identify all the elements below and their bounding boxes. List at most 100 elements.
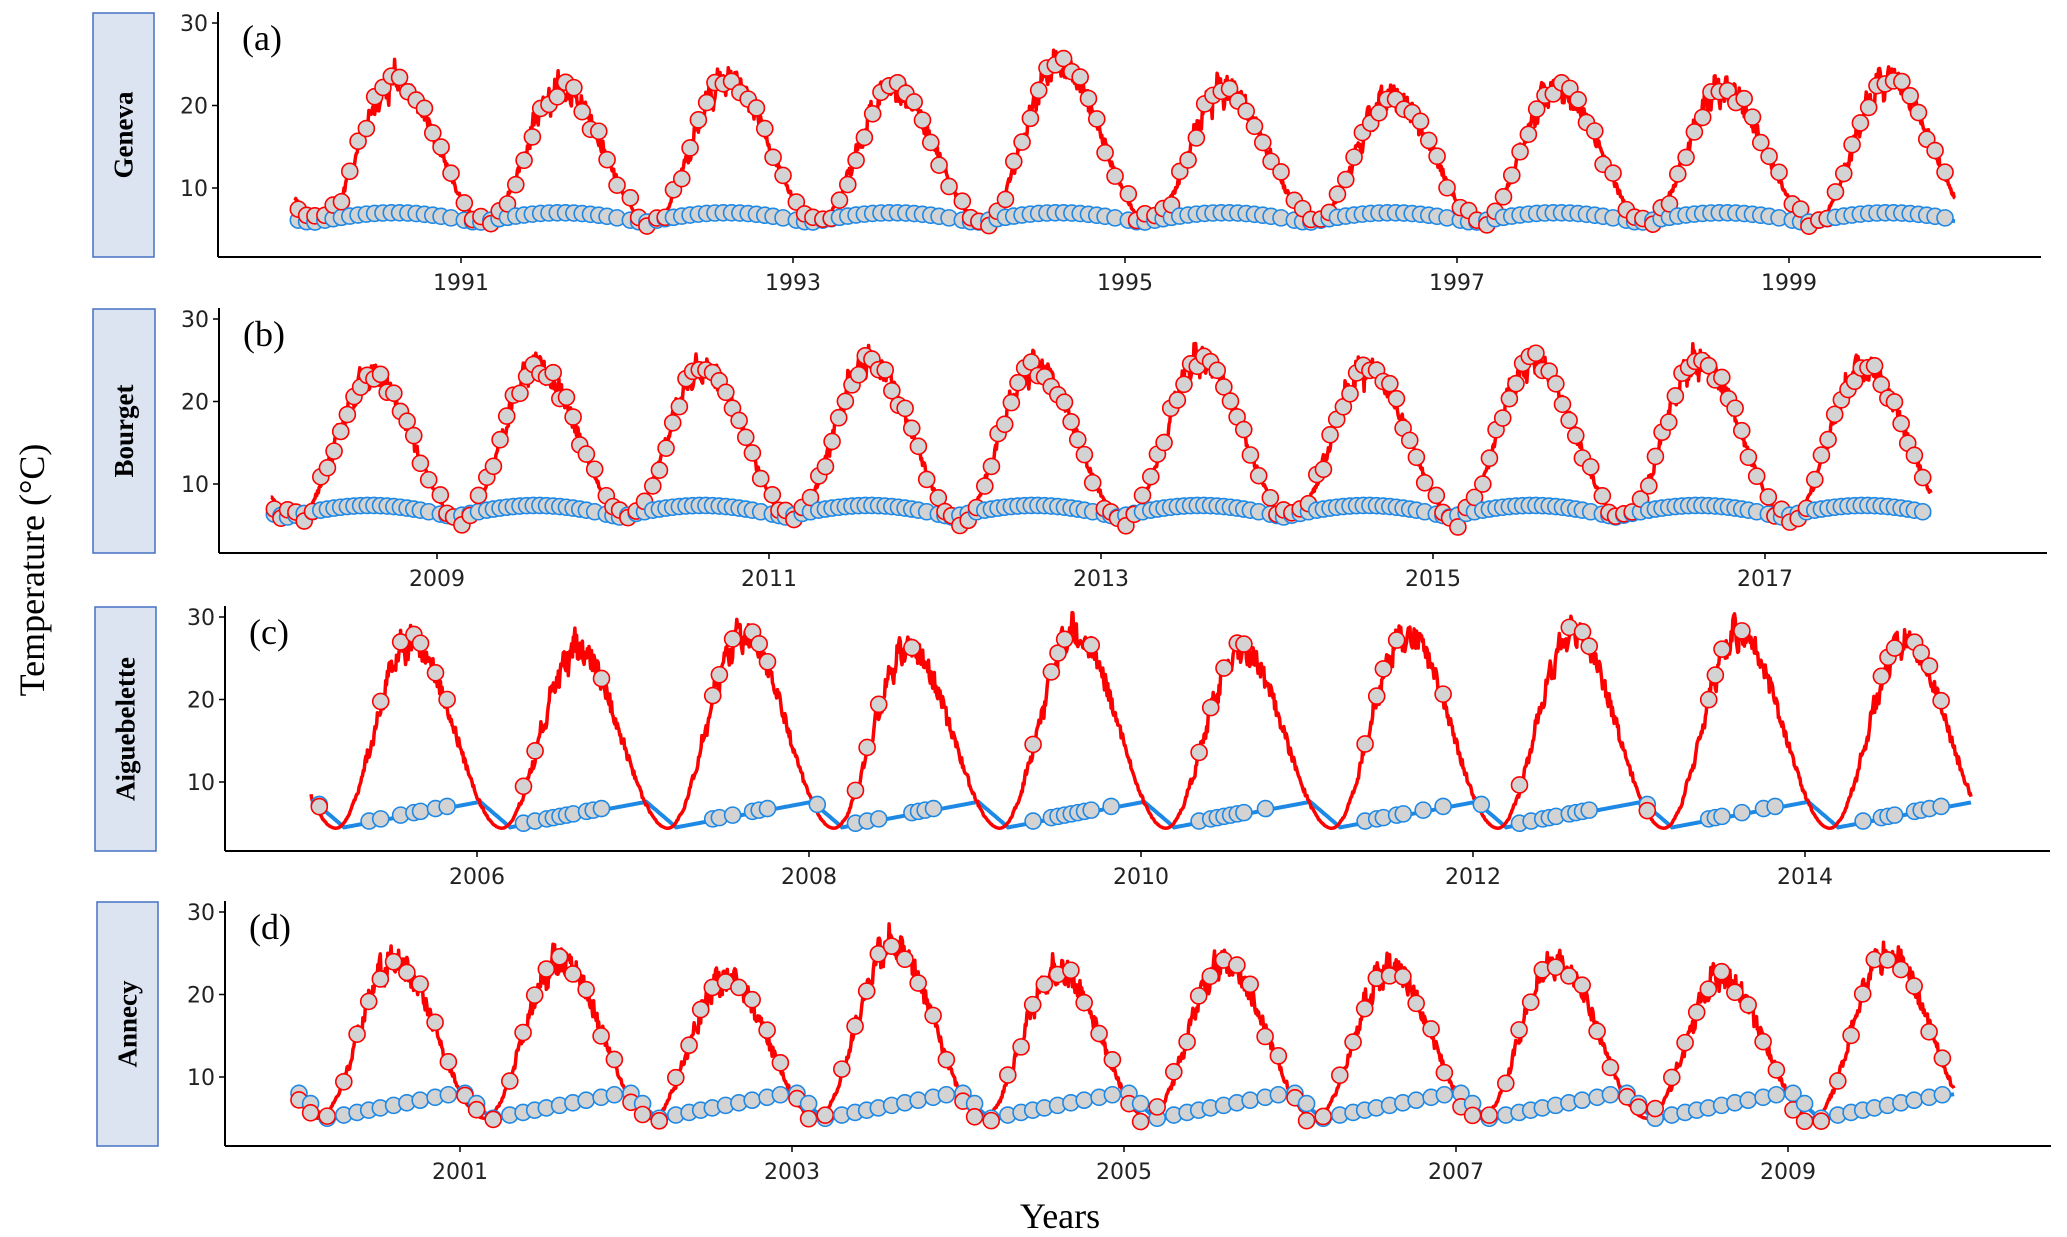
- surface-observation-point: [1905, 446, 1924, 465]
- surface-observation-point: [1387, 631, 1406, 649]
- surface-observation-point: [1646, 1099, 1664, 1118]
- surface-observation-point: [1712, 962, 1731, 981]
- surface-observation-point: [1726, 983, 1744, 1002]
- surface-observation-point: [1075, 445, 1094, 464]
- bottom-observation-point: [1434, 797, 1452, 816]
- surface-observation-point: [398, 963, 416, 982]
- surface-observation-point: [426, 1013, 444, 1032]
- surface-observation-point: [1187, 129, 1206, 147]
- surface-observation-point: [1012, 1038, 1030, 1056]
- surface-observation-point: [1588, 1022, 1606, 1040]
- surface-observation-point: [514, 777, 533, 796]
- strip-box: [94, 606, 157, 852]
- surface-observation-point: [415, 99, 434, 118]
- surface-observation-point: [905, 93, 923, 111]
- surface-observation-point: [1083, 473, 1102, 492]
- surface-observation-point: [1920, 657, 1939, 675]
- surface-observation-point: [1553, 395, 1572, 414]
- y-tick-label: 10: [181, 473, 209, 498]
- surface-observation-point: [455, 194, 474, 212]
- surface-observation-point: [442, 164, 460, 183]
- bottom-observation-point: [758, 799, 777, 818]
- surface-observation-point: [1751, 133, 1770, 152]
- x-tick-label: 2008: [781, 865, 837, 890]
- bottom-observation-point: [1913, 502, 1932, 521]
- surface-observation-point: [1569, 91, 1587, 109]
- surface-observation-point: [1381, 374, 1399, 393]
- y-tick-label: 30: [187, 606, 215, 631]
- surface-observation-point: [771, 1053, 790, 1072]
- surface-observation-point: [585, 460, 604, 479]
- x-tick-label: 1995: [1097, 271, 1153, 296]
- surface-observation-point: [1735, 89, 1753, 108]
- bottom-observation-point: [371, 810, 390, 828]
- surface-observation-point: [525, 986, 544, 1004]
- surface-observation-point: [1843, 135, 1861, 154]
- bottom-observation-point: [1472, 795, 1491, 814]
- surface-observation-point: [1500, 389, 1519, 408]
- surface-observation-point: [1465, 488, 1484, 507]
- surface-observation-point: [1932, 691, 1950, 710]
- surface-observation-point: [398, 412, 416, 431]
- surface-observation-point: [348, 1025, 366, 1043]
- surface-observation-point: [869, 695, 888, 714]
- bottom-observation-point: [1235, 803, 1253, 822]
- surface-observation-point: [1901, 87, 1919, 105]
- x-tick-label: 2011: [741, 567, 797, 592]
- surface-observation-point: [1754, 1032, 1772, 1051]
- surface-observation-point: [1241, 446, 1260, 464]
- surface-observation-point: [1071, 68, 1089, 86]
- surface-observation-point: [1912, 644, 1930, 662]
- surface-observation-point: [621, 188, 640, 207]
- surface-observation-point: [975, 477, 994, 495]
- surface-observation-point: [747, 99, 766, 117]
- strip-box: [92, 308, 156, 554]
- surface-observation-point: [657, 439, 675, 457]
- surface-observation-point: [1148, 1098, 1166, 1116]
- surface-observation-point: [1178, 1033, 1196, 1051]
- surface-observation-point: [1593, 487, 1612, 505]
- surface-observation-point: [982, 1111, 1001, 1130]
- surface-observation-point: [930, 156, 948, 174]
- surface-observation-point: [411, 975, 429, 993]
- surface-observation-point: [1341, 384, 1359, 403]
- surface-observation-point: [515, 151, 533, 170]
- surface-observation-point: [755, 119, 774, 138]
- surface-observation-point: [1812, 446, 1831, 464]
- surface-observation-point: [1021, 109, 1040, 128]
- y-tick-label: 30: [187, 901, 215, 926]
- surface-observation-point: [1806, 470, 1824, 489]
- surface-observation-point: [883, 381, 901, 400]
- surface-observation-point: [909, 437, 928, 456]
- surface-observation-point: [577, 980, 595, 999]
- surface-observation-point: [1699, 690, 1718, 709]
- surface-observation-point: [836, 392, 855, 411]
- bottom-observation-point: [808, 795, 827, 814]
- surface-observation-point: [743, 990, 761, 1009]
- panel-geneva: Geneva 10 20 30 1991 1993 1995 1997 1999 (a): [92, 12, 2041, 296]
- surface-observation-point: [1336, 170, 1355, 189]
- surface-observation-point: [1165, 1063, 1183, 1081]
- surface-observation-point: [838, 175, 857, 194]
- surface-observation-point: [1502, 166, 1521, 185]
- x-tick-label: 2001: [432, 1160, 488, 1185]
- surface-observation-point: [431, 486, 450, 504]
- surface-observation-point: [1054, 49, 1073, 68]
- surface-observation-point: [432, 138, 450, 156]
- strip-box: [96, 901, 159, 1147]
- surface-observation-point: [697, 93, 716, 112]
- surface-observation-point: [643, 477, 662, 495]
- surface-observation-point: [384, 952, 403, 971]
- y-tick-label: 10: [187, 771, 215, 796]
- surface-observation-point: [1878, 951, 1897, 969]
- surface-observation-point: [411, 634, 430, 653]
- panel-label: (c): [249, 612, 289, 652]
- surface-observation-point: [1585, 122, 1604, 140]
- surface-observation-point: [736, 428, 755, 447]
- surface-observation-point: [847, 151, 865, 170]
- surface-observation-point: [1355, 999, 1374, 1018]
- surface-observation-point: [1190, 743, 1208, 762]
- surface-observation-point: [1331, 1066, 1349, 1085]
- surface-observation-point: [1208, 361, 1226, 380]
- surface-observation-point: [799, 1109, 818, 1128]
